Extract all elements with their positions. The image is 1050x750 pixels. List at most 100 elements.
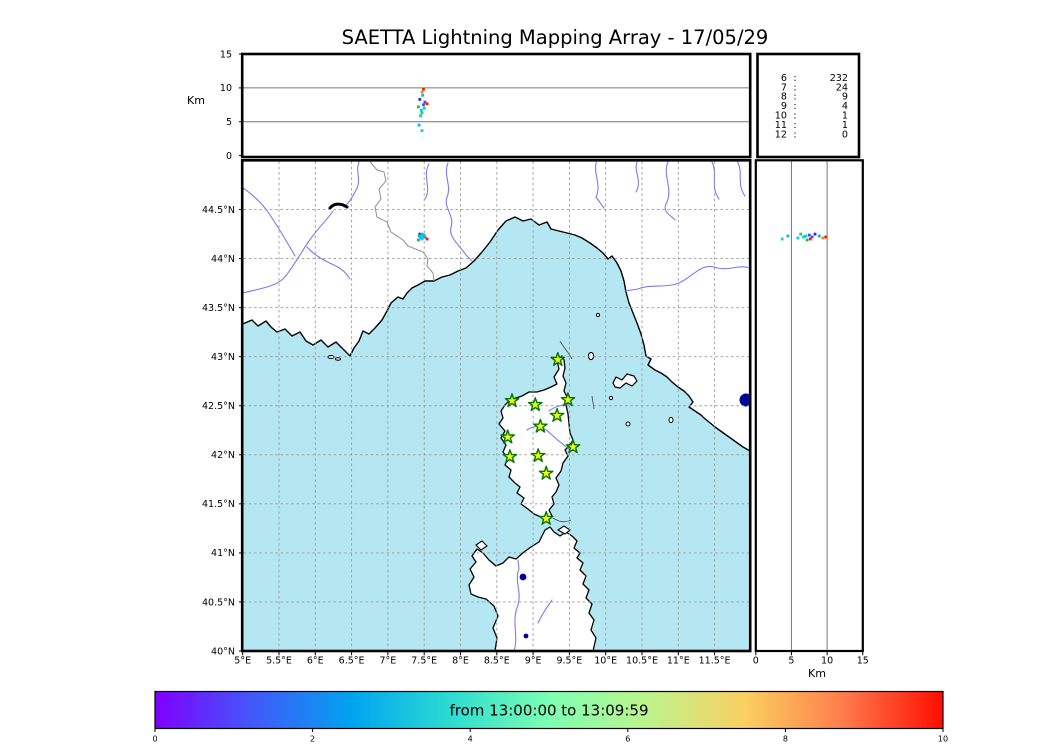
stats-colon: :: [793, 92, 796, 103]
lightning-point: [780, 237, 784, 241]
lightning-point: [419, 108, 423, 112]
river-golo: [548, 403, 570, 412]
lon-tick-label: 9°E: [525, 656, 542, 667]
alt-tick-label: 10: [220, 83, 232, 94]
maritime-boundaries: [552, 340, 595, 523]
lake-serre-poncon: [328, 202, 349, 210]
stats-level: 7: [781, 82, 787, 93]
station-star: [527, 397, 543, 412]
lon-tick-label: 6.5°E: [339, 656, 365, 667]
stats-colon: :: [793, 111, 796, 122]
lma-station-stars: [500, 351, 581, 525]
colorbar-tick-label: 6: [625, 735, 630, 744]
station-star: [549, 407, 565, 422]
river-arno: [624, 265, 749, 292]
stats-colon: :: [793, 130, 796, 141]
asinara-island: [475, 540, 488, 551]
alt-tick-label: 0: [226, 151, 232, 162]
altitude-latitude-points: [780, 232, 828, 242]
right-panel-gridlines: [790, 161, 828, 650]
river-taro: [635, 161, 639, 193]
lake-sardinia-small: [523, 633, 529, 639]
mainland-coastline: [243, 161, 749, 452]
right-panel-axis-label: Km: [808, 667, 826, 680]
lightning-point: [786, 234, 790, 238]
maddalena-islands: [556, 525, 571, 535]
station-star: [533, 418, 548, 433]
lon-tick-label: 6°E: [307, 656, 324, 667]
stats-colon: :: [793, 101, 796, 112]
lightning-point: [422, 234, 426, 238]
lightning-point: [418, 98, 422, 101]
river-upper-durance: [343, 161, 360, 208]
river-buech: [243, 187, 296, 257]
river-reno: [736, 161, 746, 197]
map-lightning-points: [417, 232, 429, 242]
rp-tick-label: 0: [753, 656, 759, 667]
stats-count: 4: [842, 101, 848, 112]
lon-tick-label: 8°E: [452, 656, 469, 667]
colorbar-tick-label: 0: [152, 735, 157, 744]
france-italy-border: [369, 161, 435, 282]
station-star: [538, 465, 554, 480]
colorbar-gradient-bar: [154, 690, 944, 730]
station-star: [504, 393, 520, 408]
river-trebbia: [595, 161, 605, 209]
map-content: [243, 161, 749, 650]
river-stura: [424, 163, 430, 200]
lon-tick-label: 10°E: [594, 656, 617, 667]
maritime-segment-1: [559, 340, 573, 360]
lat-tick-label: 41°N: [211, 548, 235, 559]
map-longitude-labels: 5°E 5.5°E 6°E 6.5°E 7°E 7.5°E 8°E 8.5°E 9°E 9.5°E…: [234, 656, 730, 667]
stats-level: 8: [781, 92, 787, 103]
lat-tick-label: 40°N: [211, 646, 235, 657]
stats-count: 232: [830, 73, 848, 84]
station-count-border: [756, 52, 861, 159]
rivers: [243, 161, 749, 650]
station-star: [502, 449, 518, 464]
figure-title: SAETTA Lightning Mapping Array - 17/05/2…: [342, 26, 769, 49]
stats-level: 6: [781, 73, 787, 84]
river-verdon: [306, 246, 351, 280]
lon-tick-label: 11°E: [667, 656, 690, 667]
rp-tick-label: 15: [857, 656, 869, 667]
lightning-point: [421, 93, 425, 97]
lightning-point: [417, 105, 420, 109]
lightning-point: [799, 232, 803, 236]
lat-tick-label: 42°N: [211, 450, 235, 461]
elba-island: [612, 373, 638, 389]
stats-count: 1: [842, 111, 848, 122]
altitude-longitude-panel: 0 5 10 15 Km: [187, 49, 752, 162]
lake-coghinas: [519, 573, 527, 581]
colorbar-label: from 13:00:00 to 13:09:59: [449, 702, 648, 720]
colorbar-ticks: 0 2 4 6 8 10: [152, 728, 948, 744]
altitude-axis-label: Km: [187, 94, 205, 107]
lon-tick-label: 8.5°E: [484, 656, 510, 667]
hyeres-island-2: [335, 357, 341, 361]
colorbar-tick-label: 2: [310, 735, 315, 744]
stats-count: 24: [836, 82, 848, 93]
stats-level: 10: [775, 111, 787, 122]
lightning-point: [802, 235, 805, 239]
lightning-point: [423, 100, 427, 104]
lightning-point: [422, 106, 426, 110]
river-secchia: [664, 161, 676, 221]
lat-tick-label: 41.5°N: [202, 499, 235, 510]
lake-bolsena: [739, 393, 749, 407]
station-star: [500, 429, 515, 444]
lightning-point: [418, 232, 422, 236]
lightning-point: [420, 232, 424, 236]
station-star: [550, 351, 566, 366]
map-border: [240, 159, 752, 653]
altitude-panel-yticks: 0 5 10 15: [220, 49, 243, 162]
maritime-segment-3: [552, 517, 572, 523]
lat-tick-label: 40.5°N: [202, 597, 235, 608]
lightning-point: [420, 237, 424, 241]
time-colorbar: from 13:00:00 to 13:09:59 0 2 4 6 8 10: [152, 690, 948, 744]
stats-count: 1: [842, 120, 848, 131]
map-latitude-labels: 44.5°N 44°N 43.5°N 43°N 42.5°N 42°N 41.5°N 41°N…: [202, 205, 235, 657]
colorbar-tick-label: 8: [783, 735, 788, 744]
lightning-point: [422, 103, 425, 107]
